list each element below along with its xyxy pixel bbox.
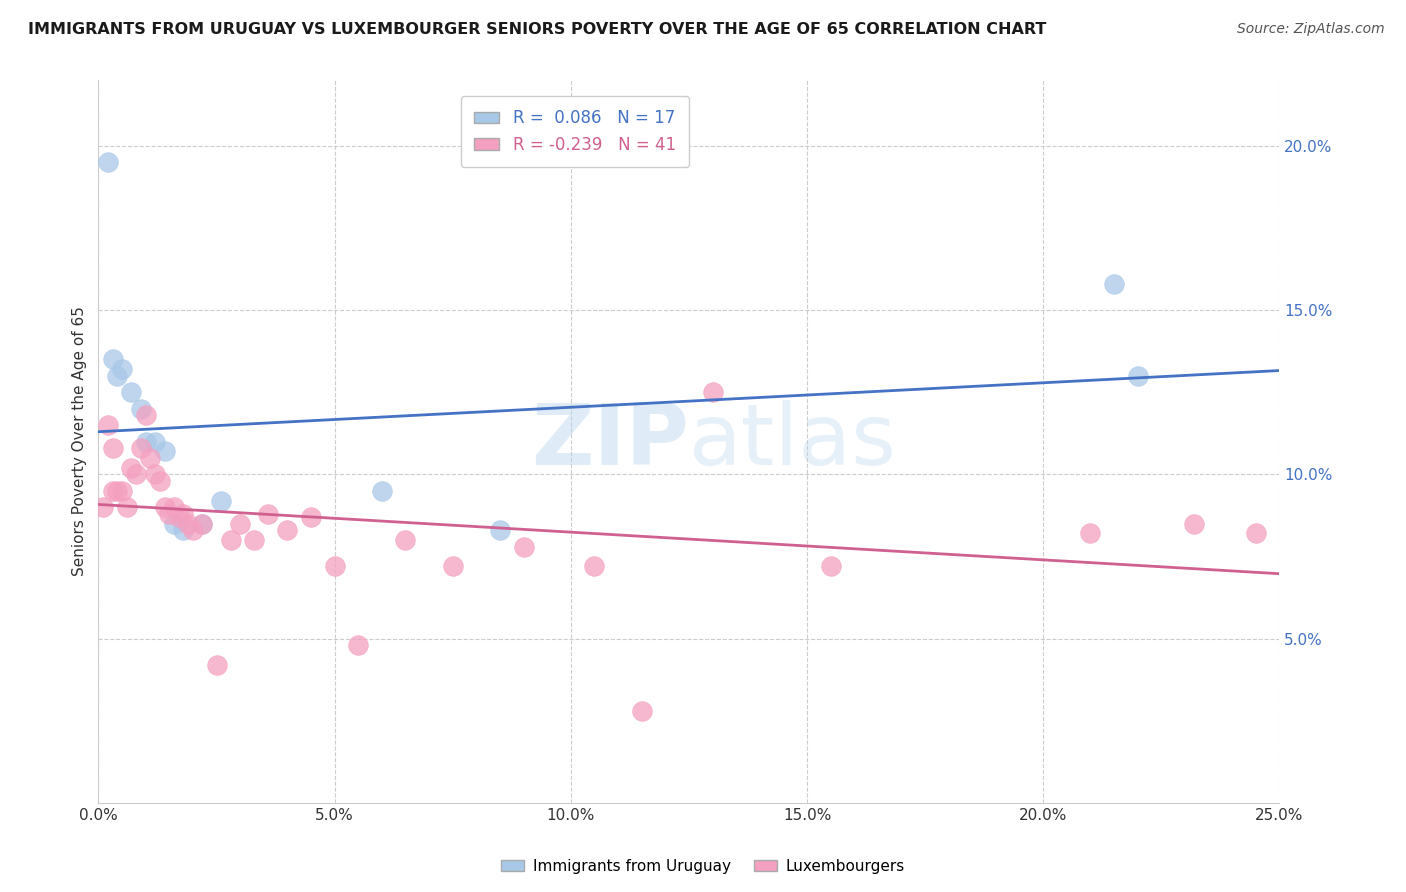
Point	[243, 533, 266, 547]
Point	[276, 523, 298, 537]
Legend: Immigrants from Uruguay, Luxembourgers: Immigrants from Uruguay, Luxembourgers	[495, 853, 911, 880]
Point	[97, 155, 120, 169]
Point	[149, 474, 172, 488]
Point	[121, 385, 143, 400]
Point	[323, 559, 346, 574]
Point	[229, 516, 252, 531]
Point	[97, 418, 120, 433]
Point	[101, 352, 124, 367]
Point	[512, 540, 534, 554]
Point	[181, 523, 204, 537]
Point	[172, 507, 194, 521]
Point	[163, 516, 186, 531]
Point	[299, 510, 322, 524]
Point	[219, 533, 242, 547]
Legend: R =  0.086   N = 17, R = -0.239   N = 41: R = 0.086 N = 17, R = -0.239 N = 41	[461, 95, 689, 167]
Text: atlas: atlas	[689, 400, 897, 483]
Point	[143, 434, 166, 449]
Point	[371, 483, 394, 498]
Point	[209, 493, 232, 508]
Point	[139, 450, 162, 465]
Point	[172, 523, 194, 537]
Point	[1126, 368, 1149, 383]
Point	[191, 516, 214, 531]
Point	[143, 467, 166, 482]
Point	[129, 441, 152, 455]
Point	[820, 559, 842, 574]
Point	[157, 507, 180, 521]
Point	[111, 362, 134, 376]
Point	[583, 559, 606, 574]
Point	[121, 460, 143, 475]
Point	[167, 510, 190, 524]
Point	[441, 559, 464, 574]
Point	[105, 368, 128, 383]
Point	[1080, 526, 1102, 541]
Point	[630, 704, 652, 718]
Point	[1102, 277, 1125, 291]
Point	[101, 441, 124, 455]
Y-axis label: Seniors Poverty Over the Age of 65: Seniors Poverty Over the Age of 65	[72, 307, 87, 576]
Point	[105, 483, 128, 498]
Point	[135, 409, 157, 423]
Point	[257, 507, 280, 521]
Point	[1244, 526, 1267, 541]
Point	[205, 657, 228, 672]
Point	[153, 500, 176, 515]
Point	[125, 467, 148, 482]
Point	[129, 401, 152, 416]
Point	[394, 533, 416, 547]
Point	[115, 500, 138, 515]
Text: IMMIGRANTS FROM URUGUAY VS LUXEMBOURGER SENIORS POVERTY OVER THE AGE OF 65 CORRE: IMMIGRANTS FROM URUGUAY VS LUXEMBOURGER …	[28, 22, 1046, 37]
Point	[91, 500, 114, 515]
Point	[153, 444, 176, 458]
Point	[163, 500, 186, 515]
Point	[101, 483, 124, 498]
Point	[347, 638, 370, 652]
Text: ZIP: ZIP	[531, 400, 689, 483]
Point	[177, 516, 200, 531]
Point	[702, 385, 724, 400]
Point	[489, 523, 512, 537]
Point	[191, 516, 214, 531]
Point	[111, 483, 134, 498]
Point	[135, 434, 157, 449]
Point	[1184, 516, 1206, 531]
Text: Source: ZipAtlas.com: Source: ZipAtlas.com	[1237, 22, 1385, 37]
